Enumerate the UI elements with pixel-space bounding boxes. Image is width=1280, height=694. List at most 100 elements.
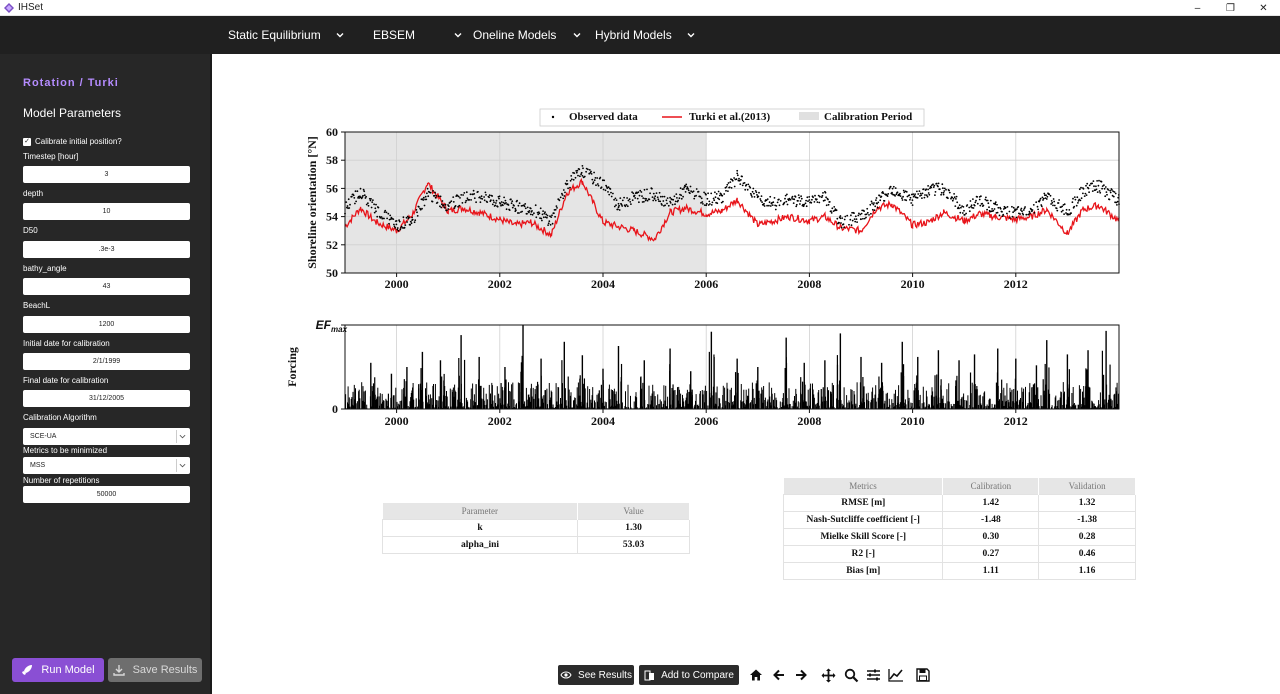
- edit-axis-icon[interactable]: [887, 666, 905, 684]
- d50-input[interactable]: .3e-3: [23, 241, 190, 258]
- nav-hybrid-models[interactable]: Hybrid Models: [595, 16, 696, 54]
- checkbox-icon[interactable]: ✓: [23, 137, 31, 146]
- restore-button[interactable]: ❐: [1226, 2, 1235, 14]
- metric-select[interactable]: MSS: [23, 457, 190, 474]
- observed-point: [678, 197, 681, 200]
- run-model-label: Run Model: [41, 664, 95, 676]
- observed-point: [1093, 185, 1095, 188]
- run-model-button[interactable]: Run Model: [12, 658, 104, 682]
- observed-point: [585, 170, 587, 173]
- observed-point: [1070, 212, 1072, 215]
- observed-point: [889, 185, 892, 188]
- observed-point: [373, 211, 376, 214]
- final-date-input[interactable]: 31/12/2005: [23, 390, 190, 407]
- observed-point: [918, 190, 921, 193]
- observed-point: [914, 193, 916, 196]
- nav-ebsem[interactable]: EBSEM: [373, 16, 463, 54]
- observed-point: [626, 205, 629, 208]
- observed-point: [961, 212, 964, 214]
- observed-point: [968, 206, 971, 209]
- observed-point: [646, 188, 648, 191]
- observed-point: [1038, 200, 1041, 203]
- nav-label: Static Equilibrium: [228, 28, 321, 42]
- observed-point: [414, 219, 417, 222]
- save-figure-icon[interactable]: [914, 666, 932, 684]
- observed-point: [1095, 188, 1098, 191]
- observed-point: [968, 210, 971, 213]
- observed-point: [492, 199, 495, 202]
- observed-point: [510, 202, 513, 205]
- configure-subplots-icon[interactable]: [864, 666, 882, 684]
- axes-frame: [344, 324, 1120, 410]
- x-tick-label: 2000: [385, 414, 409, 428]
- observed-point: [669, 200, 671, 203]
- observed-point: [365, 203, 368, 206]
- figure-canvas[interactable]: 50 52 54 56 58 60 2000 2002 2004 2006 2008 2010 2012…: [214, 54, 1280, 494]
- observed-point: [427, 195, 430, 198]
- observed-point: [529, 213, 532, 216]
- nav-static-equilibrium[interactable]: Static Equilibrium: [228, 16, 345, 54]
- observed-point: [1039, 197, 1042, 200]
- observed-point: [567, 187, 569, 190]
- observed-point: [854, 215, 857, 218]
- calibrate-initial-checkbox[interactable]: ✓ Calibrate initial position?: [23, 137, 122, 146]
- observed-point: [359, 196, 362, 199]
- observed-point: [569, 179, 572, 182]
- observed-point: [970, 205, 972, 208]
- observed-point: [955, 198, 957, 200]
- close-button[interactable]: ✕: [1259, 2, 1268, 14]
- minimize-button[interactable]: –: [1194, 2, 1201, 14]
- algorithm-value: SCE-UA: [30, 433, 57, 440]
- observed-point: [802, 205, 805, 208]
- observed-point: [673, 195, 676, 198]
- observed-point: [706, 197, 709, 200]
- observed-point: [1041, 196, 1044, 199]
- back-arrow-icon[interactable]: [770, 666, 788, 684]
- observed-point: [917, 193, 920, 195]
- table-cell: -1.38: [1038, 510, 1136, 529]
- see-results-button[interactable]: See Results: [558, 665, 634, 685]
- home-icon[interactable]: [747, 666, 765, 684]
- observed-point: [779, 200, 782, 202]
- observed-point: [510, 198, 512, 201]
- observed-point: [856, 221, 858, 224]
- observed-point: [689, 185, 692, 188]
- table-cell: alpha_ini: [381, 535, 579, 554]
- zoom-icon[interactable]: [842, 666, 860, 684]
- nav-oneline-models[interactable]: Oneline Models: [473, 16, 582, 54]
- repetitions-input[interactable]: 50000: [23, 486, 190, 503]
- observed-point: [711, 201, 714, 204]
- observed-point: [738, 177, 740, 180]
- bathy-angle-input[interactable]: 43: [23, 278, 190, 295]
- pan-icon[interactable]: [819, 666, 837, 684]
- observed-point: [617, 208, 619, 211]
- observed-point: [1095, 185, 1097, 188]
- observed-point: [1037, 208, 1039, 211]
- observed-point: [994, 201, 997, 204]
- observed-point: [613, 205, 616, 208]
- observed-point: [582, 167, 584, 170]
- observed-point: [513, 204, 515, 207]
- observed-point: [1019, 209, 1022, 211]
- observed-point: [951, 196, 954, 199]
- observed-point: [646, 199, 649, 202]
- initial-date-input[interactable]: 2/1/1999: [23, 353, 190, 370]
- observed-point: [932, 186, 935, 189]
- forward-arrow-icon[interactable]: [792, 666, 810, 684]
- algorithm-select[interactable]: SCE-UA: [23, 428, 190, 445]
- add-to-compare-button[interactable]: Add to Compare: [639, 665, 739, 685]
- beachl-input[interactable]: 1200: [23, 316, 190, 333]
- observed-point: [457, 195, 460, 198]
- observed-point: [942, 191, 945, 194]
- observed-point: [464, 201, 467, 204]
- depth-input[interactable]: 10: [23, 203, 190, 220]
- observed-point: [389, 214, 392, 217]
- observed-point: [1016, 208, 1018, 210]
- save-results-button[interactable]: Save Results: [108, 658, 202, 682]
- timestep-input[interactable]: 3: [23, 166, 190, 183]
- observed-point: [1062, 209, 1064, 212]
- add-to-compare-label: Add to Compare: [661, 669, 734, 681]
- observed-point: [626, 197, 628, 199]
- observed-point: [810, 201, 813, 204]
- observed-point: [1002, 208, 1005, 210]
